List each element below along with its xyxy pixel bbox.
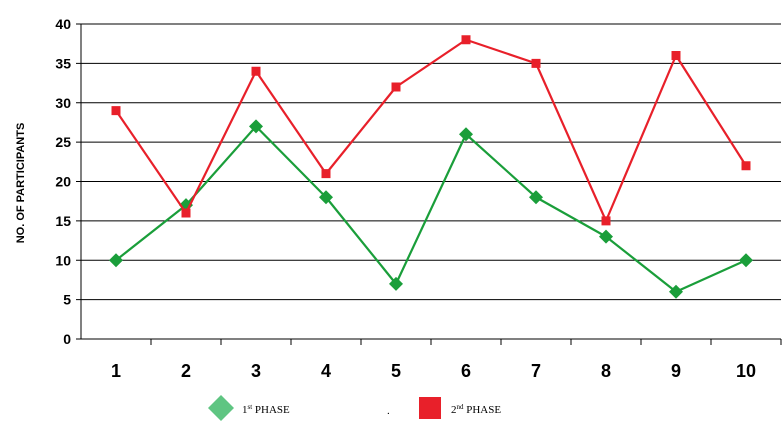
- legend-label-rest: PHASE: [252, 404, 290, 416]
- legend-label-rest: PHASE: [464, 404, 502, 416]
- y-tick-label: 5: [63, 292, 71, 308]
- data-point: [251, 66, 261, 76]
- data-point: [531, 58, 541, 68]
- y-tick-label: 30: [55, 95, 71, 111]
- x-tick-label: 3: [251, 361, 261, 381]
- legend-marker: [208, 395, 234, 421]
- x-tick-labels: 1 2 3 4 5 6 7 8 9 10: [111, 361, 756, 381]
- data-point: [529, 190, 543, 205]
- data-point: [599, 229, 613, 244]
- data-point: [601, 216, 611, 226]
- x-tick-label: 9: [671, 361, 681, 381]
- x-tick-label: 2: [181, 361, 191, 381]
- data-point: [319, 190, 333, 205]
- data-point: [111, 106, 121, 116]
- legend-item-1: 1st PHASE: [208, 395, 290, 421]
- y-tick-label: 35: [55, 55, 71, 71]
- data-point: [389, 276, 403, 291]
- data-point: [321, 169, 331, 179]
- y-axis-label: NO. OF PARTICIPANTS: [15, 123, 27, 244]
- y-tick-labels: 0 5 10 15 20 25 30 35 40: [55, 16, 71, 347]
- data-point: [249, 119, 263, 134]
- legend-label: 2nd PHASE: [451, 403, 501, 416]
- x-tick-label: 1: [111, 361, 121, 381]
- data-point: [181, 208, 191, 218]
- x-tick-label: 8: [601, 361, 611, 381]
- x-tick-label: 7: [531, 361, 541, 381]
- legend-label-sup: st: [248, 403, 253, 411]
- y-tick-label: 20: [55, 174, 71, 190]
- legend-label-sup: nd: [457, 403, 465, 411]
- data-point: [669, 284, 683, 299]
- gridlines: [81, 23, 781, 301]
- legend-label-base: 1: [242, 404, 248, 416]
- x-tick-label: 5: [391, 361, 401, 381]
- y-tick-label: 15: [55, 213, 71, 229]
- y-tick-label: 40: [55, 16, 71, 32]
- legend-marker: [419, 397, 441, 419]
- series-group: [109, 35, 753, 299]
- legend-item-2: 2nd PHASE: [419, 397, 501, 419]
- x-tick-label: 6: [461, 361, 471, 381]
- data-point: [741, 161, 751, 171]
- series-1: [109, 119, 753, 299]
- axes: [76, 23, 782, 345]
- data-point: [461, 35, 471, 45]
- y-tick-label: 10: [55, 252, 71, 268]
- y-tick-label: 25: [55, 134, 71, 150]
- legend-label-base: 2: [451, 404, 457, 416]
- series-line: [115, 38, 747, 222]
- series-2: [111, 35, 751, 226]
- legend: 1st PHASE 2nd PHASE.: [208, 395, 501, 421]
- data-point: [109, 253, 123, 268]
- data-point: [459, 127, 473, 142]
- legend-label: 1st PHASE: [242, 403, 290, 416]
- legend-separator: .: [387, 405, 390, 417]
- data-point: [391, 82, 401, 92]
- series-line: [115, 125, 747, 293]
- x-tick-label: 4: [321, 361, 331, 381]
- y-tick-label: 0: [63, 331, 71, 347]
- data-point: [739, 253, 753, 268]
- x-tick-label: 10: [736, 361, 756, 381]
- data-point: [671, 51, 681, 60]
